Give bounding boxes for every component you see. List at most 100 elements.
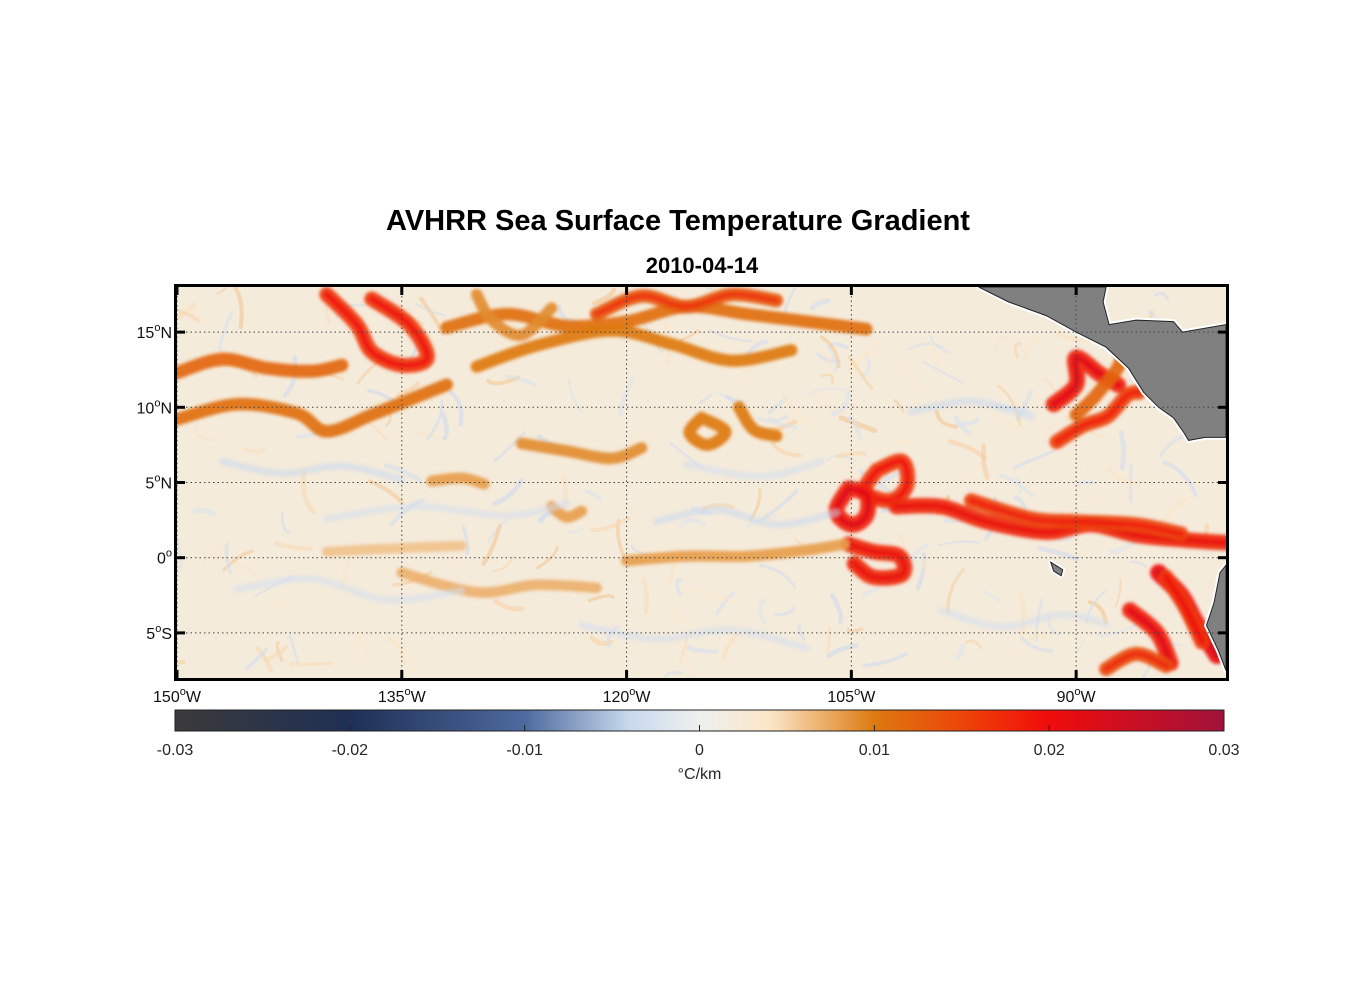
texture-stroke [436,553,463,568]
texture-stroke [1130,560,1147,568]
lon-tick-label: 90oW [1057,686,1097,706]
texture-stroke [568,527,584,534]
ring-105-eq-core [845,541,908,582]
latitude-labels: 15oN 10oN 5oN 0o 5oS [137,322,172,643]
texture-stroke [1081,452,1090,472]
gradient-fronts [177,287,1226,676]
texture-stroke [830,593,844,624]
front-eq-west [621,538,850,567]
texture-stroke [481,524,502,566]
texture-stroke [809,298,831,311]
texture-stroke [770,441,802,458]
texture-stroke [177,659,186,665]
front-north-central [440,300,873,336]
colorbar-tick-label: -0.03 [157,742,194,759]
texture-stroke [915,552,927,591]
front-neg-8 [683,457,825,481]
texture-stroke [242,447,266,454]
front-mid-right [733,401,783,442]
map-area: 15oN 10oN 5oN 0o 5oS 150oW 135oW 120oW 105oW 90o… [137,284,1229,706]
front-north-central-2 [470,324,798,373]
texture-stroke [997,384,1022,427]
front-neg-3 [653,506,840,529]
colorbar-tick-label: 0.01 [859,742,890,759]
texture-stroke [679,329,699,342]
texture-stroke [982,589,1001,602]
texture-stroke [350,627,364,653]
texture-stroke [301,470,316,515]
texture-stroke [1014,476,1023,494]
texture-stroke [1074,638,1085,655]
texture-stroke [953,415,972,435]
lat-tick-label: 10oN [137,397,172,417]
lon-tick-label: 120oW [603,686,652,706]
colorbar: -0.03 -0.02 -0.01 0 0.01 0.02 0.03 °C/km [157,709,1240,783]
texture-stroke [177,308,201,324]
texture-stroke [1013,342,1022,359]
texture-stroke [606,625,620,649]
texture-stroke [715,591,735,616]
texture-stroke [931,342,943,367]
front-mid-left [515,437,648,465]
texture-stroke [567,378,584,415]
front-neg-7 [323,500,571,523]
texture-stroke [1128,463,1133,503]
texture-stroke [846,415,862,441]
texture-stroke [980,443,990,480]
texture-stroke [1036,546,1079,562]
texture-stroke [938,540,981,546]
texture-stroke [1044,422,1060,435]
texture-stroke [895,437,917,450]
texture-stroke [641,577,650,616]
texture-stroke [1030,634,1047,642]
texture-stroke [686,645,719,654]
texture-stroke [825,626,831,654]
texture-stroke [461,525,470,556]
texture-stroke [1114,578,1122,608]
texture-stroke [274,541,314,551]
front-southeast-2-core [1126,607,1174,667]
colorbar-ticks: -0.03 -0.02 -0.01 0 0.01 0.02 0.03 [157,725,1240,759]
texture-stroke [954,643,965,660]
texture-stroke [384,462,423,483]
axis-ticks [175,287,1226,678]
texture-stroke [814,393,853,415]
texture-stroke [1013,449,1055,470]
front-neg-5 [937,606,1110,631]
front-north-west-arc [177,352,349,380]
front-west-equator [321,540,467,557]
map-gridlines [176,287,1226,678]
texture-stroke [826,345,838,372]
texture-stroke [1160,495,1190,526]
texture-stroke [664,670,683,678]
texture-stroke [946,568,965,614]
texture-stroke [925,477,940,486]
texture-stroke [861,357,872,379]
gradient-texture [177,287,1226,678]
texture-stroke [1096,623,1137,637]
texture-stroke [255,646,274,673]
texture-stroke [408,657,416,673]
texture-stroke [628,430,650,444]
texture-stroke [847,341,881,371]
front-mid-small-b [426,472,490,490]
colorbar-tick-label: 0.02 [1034,742,1065,759]
lat-tick-label: 0o [157,548,172,568]
texture-stroke [1019,636,1054,653]
front-southeast-3-core [1163,574,1205,645]
texture-stroke [396,381,420,398]
front-north-central-3-core [593,291,780,317]
texture-stroke [893,354,921,391]
texture-stroke [1153,292,1170,301]
texture-stroke [218,311,234,352]
texture-stroke [289,661,334,667]
texture-stroke [1118,430,1126,471]
texture-stroke [910,543,930,570]
texture-stroke [953,461,982,488]
texture-stroke [1109,539,1138,555]
texture-stroke [585,489,603,501]
colorbar-tick-label: 0.03 [1208,742,1239,759]
texture-stroke [768,414,789,422]
colorbar-tick-label: -0.01 [506,742,543,759]
